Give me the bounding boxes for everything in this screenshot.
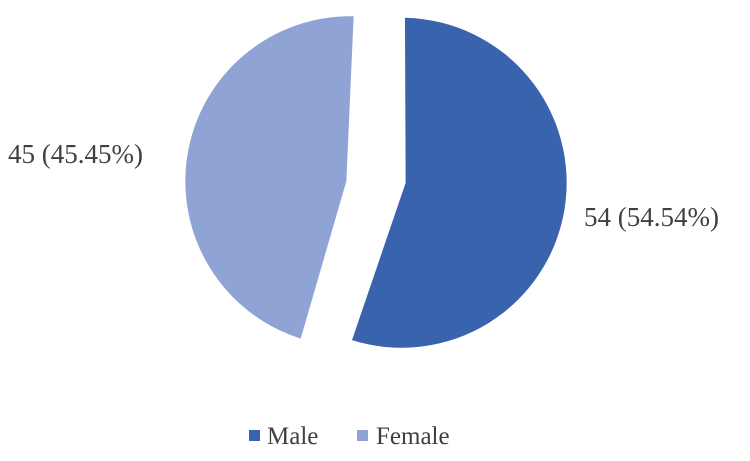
legend: Male Female xyxy=(249,423,450,450)
data-label-female: 45 (45.45%) xyxy=(8,139,143,169)
legend-label-female: Female xyxy=(376,423,450,450)
data-label-male: 54 (54.54%) xyxy=(584,202,719,232)
pie-slice-male xyxy=(352,17,567,348)
legend-swatch-female xyxy=(357,430,368,441)
legend-label-male: Male xyxy=(267,423,318,450)
pie-slice-female xyxy=(185,16,354,339)
slices-layer xyxy=(185,16,567,348)
legend-swatch-male xyxy=(249,430,260,441)
